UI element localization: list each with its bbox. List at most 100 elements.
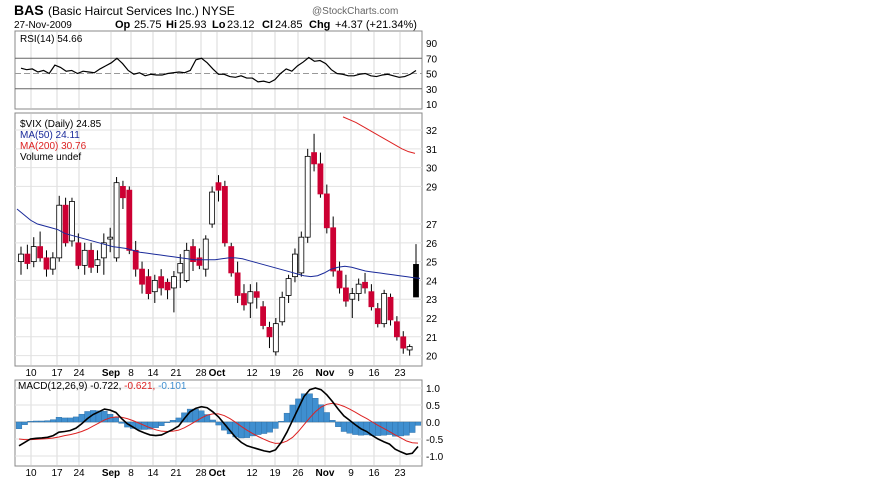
x-tick-label: 26 — [292, 368, 304, 379]
candle — [285, 274, 292, 303]
macd-histogram-bar — [72, 416, 80, 423]
x-tick-label: 10 — [25, 468, 37, 479]
candle — [151, 274, 158, 303]
rsi-panel-frame — [14, 30, 423, 110]
high-value: 25.93 — [179, 19, 207, 31]
macd-histogram-bar — [335, 421, 342, 427]
macd-label-hist: -0.101 — [155, 381, 187, 392]
high-label: Hi — [166, 19, 177, 31]
watermark: @StockCharts.com — [312, 6, 398, 17]
rsi-label: RSI(14) 54.66 — [20, 34, 83, 45]
candle — [241, 284, 247, 311]
macd-histogram-bar — [152, 421, 159, 428]
macd-histogram-bar — [50, 419, 57, 423]
x-tick-label: Sep — [102, 368, 120, 379]
company-name: (Basic Haircut Services Inc.) NYSE — [48, 4, 235, 18]
candle — [88, 242, 94, 273]
macd-panel-frame — [14, 379, 423, 467]
macd-panel: 1.0 0.5 0.0 -0.5 -1.0 — [15, 384, 444, 463]
candle — [292, 248, 298, 283]
rsi-y-tick: 50 — [426, 70, 438, 81]
candle — [298, 231, 305, 277]
macd-histogram-bar — [21, 421, 28, 425]
x-tick-label: 9 — [348, 368, 354, 379]
candle — [202, 235, 209, 277]
y-tick-label: 30 — [426, 164, 438, 175]
x-tick-label: 17 — [51, 468, 63, 479]
macd-histogram-bar — [15, 421, 23, 430]
ticker-symbol: BAS — [14, 2, 44, 18]
x-tick-label: 12 — [246, 468, 258, 479]
gridlines — [30, 32, 401, 465]
x-tick-label: 26 — [292, 468, 304, 479]
candle — [196, 248, 203, 270]
candle — [279, 291, 286, 326]
change-label: Chg — [309, 19, 330, 31]
candle — [343, 274, 349, 307]
macd-label: MACD(12,26,9) -0.722, -0.621, -0.101 — [18, 381, 187, 392]
macd-histogram-bar — [272, 421, 279, 429]
candle — [37, 231, 44, 262]
candle — [113, 177, 120, 262]
x-tick-label: 21 — [170, 468, 182, 479]
candle — [43, 250, 50, 277]
macd-histogram-bar — [255, 421, 262, 435]
open-value: 25.75 — [134, 19, 162, 31]
macd-histogram-bar — [340, 421, 347, 432]
rsi-y-tick: 90 — [426, 39, 438, 50]
macd-y-tick: 1.0 — [426, 384, 440, 395]
y-tick-label: 32 — [426, 126, 438, 137]
y-tick-label: 21 — [426, 333, 438, 344]
x-tick-label: 8 — [128, 368, 134, 379]
candle — [75, 233, 82, 270]
x-tick-label: Oct — [209, 368, 226, 379]
open-label: Op — [115, 19, 131, 31]
close-label: Cl — [262, 19, 273, 31]
rsi-label-text: RSI(14) 54.66 — [20, 34, 83, 45]
rsi-y-tick: 10 — [426, 100, 438, 111]
candle — [18, 246, 24, 275]
candle — [81, 242, 88, 275]
candle — [221, 180, 228, 247]
x-tick-label: 14 — [147, 468, 159, 479]
candle — [100, 233, 107, 275]
candle — [215, 175, 222, 202]
candle — [304, 148, 311, 243]
candle — [381, 289, 388, 328]
x-tick-label: 23 — [394, 368, 406, 379]
x-tick-label: 14 — [147, 368, 159, 379]
macd-histogram-bar — [169, 420, 176, 423]
macd-histogram-bar — [204, 414, 211, 423]
macd-histogram-bar — [55, 417, 62, 423]
macd-label-signal: -0.621, — [121, 381, 155, 392]
macd-histogram-bar — [175, 417, 182, 423]
candle — [311, 133, 317, 172]
rsi-line — [20, 56, 417, 84]
x-tick-label: 17 — [51, 368, 63, 379]
x-tick-label: Nov — [316, 368, 335, 379]
x-tick-label: 24 — [73, 468, 85, 479]
candle — [317, 152, 324, 198]
x-tick-label: Oct — [209, 468, 226, 479]
candle — [260, 301, 266, 330]
macd-histogram-bar — [209, 419, 216, 423]
x-tick-label: 9 — [348, 468, 354, 479]
ma200-line — [342, 116, 416, 154]
macd-histogram-bar — [323, 412, 330, 423]
macd-line — [18, 387, 419, 456]
candle — [145, 269, 152, 300]
macd-histogram-bar — [198, 410, 205, 423]
candle — [349, 287, 356, 319]
candle — [132, 240, 139, 277]
macd-y-tick: 0.0 — [426, 418, 440, 429]
macd-histogram-bar — [158, 421, 165, 426]
rsi-y-tick: 70 — [426, 54, 438, 65]
candle — [266, 321, 273, 349]
macd-histogram-bar — [397, 421, 404, 437]
candle — [62, 197, 69, 247]
macd-histogram-bar — [346, 421, 353, 434]
price-legend-item: $VIX (Daily) 24.85 — [20, 119, 102, 130]
x-tick-label: 12 — [246, 368, 258, 379]
